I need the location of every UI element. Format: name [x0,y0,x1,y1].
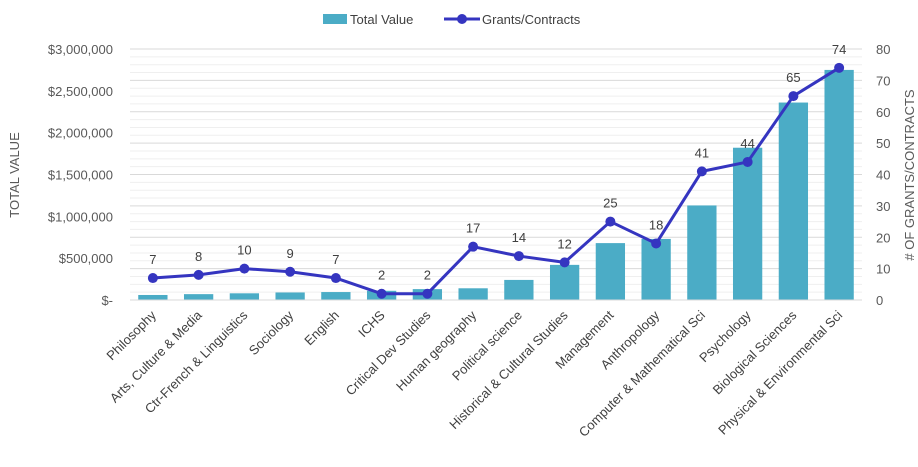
grants-contracts-marker [422,288,433,299]
left-axis-tick-label: $1,000,000 [48,209,113,224]
right-axis-tick-label: 70 [876,73,890,88]
data-label-grants-contracts: 25 [603,196,617,211]
line-series: 7 8 10 9 7 2 2 17 14 12 25 18 41 44 65 74 [147,42,846,299]
grants-contracts-marker [696,166,707,177]
data-label-grants-contracts: 41 [695,145,709,160]
grants-contracts-marker [834,62,845,73]
right-axis-tick-label: 0 [876,293,883,308]
category-label: Sociology [246,307,297,358]
left-axis-tick-label: $- [101,293,113,308]
data-label-grants-contracts: 74 [832,42,846,57]
grants-contracts-marker [376,288,387,299]
left-axis-ticks: $- $500,000 $1,000,000 $1,500,000 $2,000,000… [48,42,113,308]
left-axis-tick-label: $3,000,000 [48,42,113,57]
right-axis-ticks: 0 10 20 30 40 50 60 70 80 [876,42,890,308]
right-axis-title: # OF GRANTS/CONTRACTS [902,89,917,261]
grants-contracts-marker [285,266,296,277]
grants-contracts-marker [513,251,524,262]
legend-label-grants-contracts: Grants/Contracts [482,12,581,27]
grants-contracts-marker [605,216,616,227]
grants-contracts-marker [239,263,250,274]
grants-contracts-line [152,66,840,296]
right-axis-tick-label: 40 [876,168,890,183]
right-axis-tick-label: 60 [876,105,890,120]
grants-contracts-marker [742,156,753,167]
right-axis-tick-label: 30 [876,199,890,214]
grants-contracts-marker [559,257,570,268]
right-axis-tick-label: 50 [876,136,890,151]
bar-total-value [275,292,305,300]
left-axis-title: TOTAL VALUE [7,132,22,218]
right-axis-tick-label: 10 [876,262,890,277]
bar-total-value [595,243,626,300]
legend-label-total-value: Total Value [350,12,413,27]
left-axis-tick-label: $2,000,000 [48,126,113,141]
legend-swatch-grants-marker [457,14,467,24]
bar-total-value [824,69,854,301]
bar-total-value [641,238,671,300]
bar-total-value [458,288,488,300]
bar-total-value [138,294,168,300]
data-label-grants-contracts: 14 [512,230,526,245]
right-axis-tick-label: 20 [876,230,890,245]
legend-swatch-total-value [323,14,347,24]
bar-total-value [229,293,260,300]
data-label-grants-contracts: 2 [378,268,385,283]
bar-total-value [732,147,763,300]
bar-total-value [778,102,809,301]
left-axis-tick-label: $1,500,000 [48,168,113,183]
data-label-grants-contracts: 12 [557,236,571,251]
grants-contracts-marker [651,238,662,249]
data-label-grants-contracts: 8 [195,249,202,264]
data-label-grants-contracts: 18 [649,218,663,233]
grants-contracts-marker [330,273,341,284]
grants-contracts-marker [468,241,479,252]
category-label: Biological Sciences [710,307,800,397]
grants-contracts-marker [193,269,204,280]
bar-total-value [549,264,580,300]
left-axis-tick-label: $2,500,000 [48,84,113,99]
left-axis-tick-label: $500,000 [59,251,113,266]
bar-series [138,69,854,301]
data-label-grants-contracts: 9 [287,246,294,261]
bar-total-value [321,292,351,300]
data-label-grants-contracts: 17 [466,221,480,236]
bar-total-value [504,279,534,300]
bar-total-value [687,205,717,300]
grants-contracts-marker [788,91,799,102]
data-label-grants-contracts: 10 [237,243,251,258]
right-axis-tick-label: 80 [876,42,890,57]
grants-contracts-marker [147,273,158,284]
data-label-grants-contracts: 2 [424,268,431,283]
category-label: ICHS [355,307,388,340]
category-label: English [301,308,342,349]
bar-total-value [183,294,214,300]
legend: Total Value Grants/Contracts [323,12,581,27]
data-label-grants-contracts: 65 [786,70,800,85]
data-label-grants-contracts: 7 [149,252,156,267]
category-label: Critical Dev Studies [343,307,434,398]
data-label-grants-contracts: 7 [332,252,339,267]
category-label: Human geography [393,307,480,394]
data-label-grants-contracts: 44 [740,136,754,151]
